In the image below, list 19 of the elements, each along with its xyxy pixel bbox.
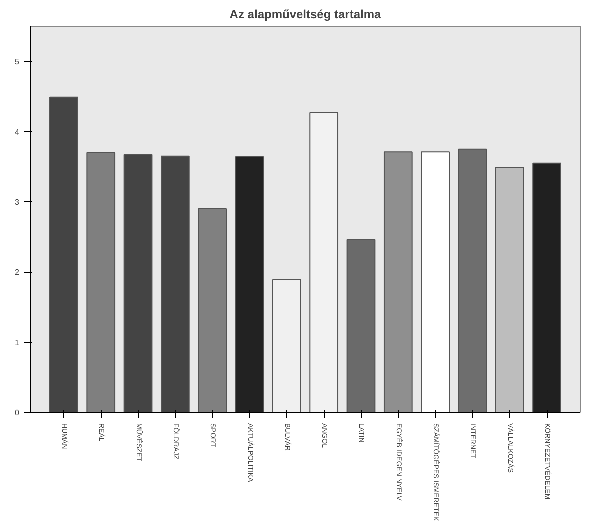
bar [384, 152, 413, 412]
y-tick-label: 2 [15, 268, 20, 278]
bar [50, 96, 78, 412]
bar [532, 162, 562, 412]
y-tick-label: 0 [15, 408, 20, 418]
chart-title: Az alapműveltség tartalma [230, 8, 382, 22]
y-tick-label: 1 [15, 338, 20, 348]
bar [421, 152, 450, 412]
bar [235, 156, 264, 412]
y-tick-label: 4 [15, 128, 20, 137]
y-tick-label: 5 [15, 58, 20, 67]
bar [198, 208, 228, 412]
y-tick-label: 3 [15, 198, 20, 207]
bar [495, 167, 524, 412]
bar [86, 152, 116, 412]
bar [160, 156, 190, 412]
bar [124, 154, 153, 412]
bar [458, 148, 488, 412]
bar [346, 239, 376, 412]
